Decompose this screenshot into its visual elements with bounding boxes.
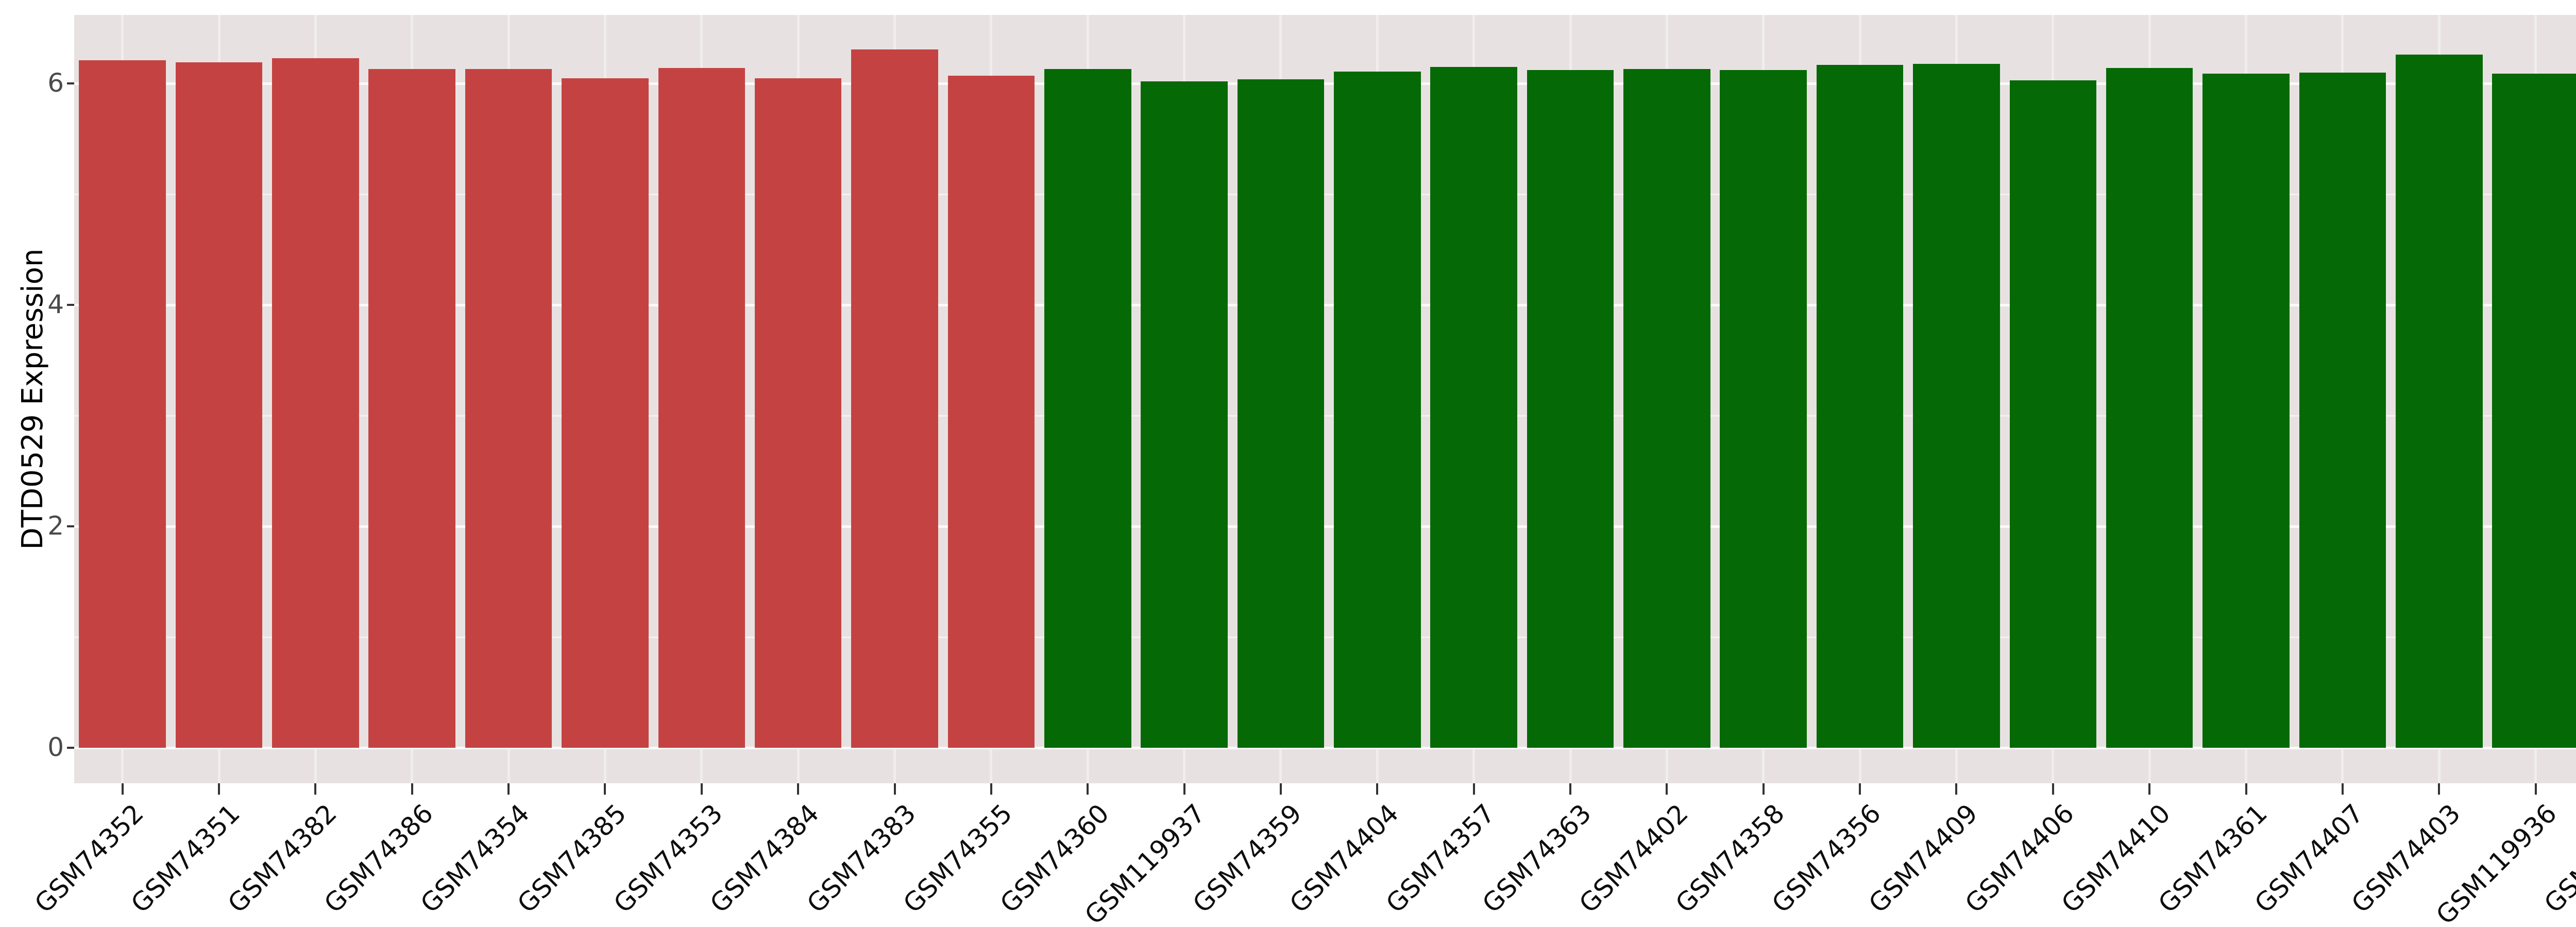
x-tick-mark [1955,783,1958,795]
plot-panel [74,15,2576,783]
bar [658,68,745,748]
bar [1720,70,1807,748]
x-tick-mark [604,783,606,795]
x-tick-mark [2534,783,2537,795]
x-tick-mark [2148,783,2151,795]
y-tick-label: 6 [47,68,64,98]
x-tick-mark [1762,783,1765,795]
h-gridline-major [74,525,2576,528]
x-tick-mark [314,783,317,795]
x-tick-mark [1472,783,1475,795]
bar [79,60,166,748]
bar [1237,79,1325,748]
x-tick-mark [1666,783,1668,795]
bar [2202,73,2290,748]
bar [2395,55,2483,748]
bar [1334,71,1421,748]
bar [175,62,263,748]
y-tick-mark [67,304,74,306]
x-tick-mark [1279,783,1282,795]
bar [562,78,649,748]
bar [368,69,456,748]
y-tick-mark [67,82,74,85]
x-tick-mark [1087,783,1089,795]
bar [272,58,359,748]
x-tick-mark [1376,783,1379,795]
bar [1623,69,1710,748]
x-tick-mark [1183,783,1185,795]
x-tick-mark [121,783,124,795]
bar [947,76,1035,748]
x-tick-mark [2438,783,2441,795]
bar [1141,81,1228,748]
bar [754,78,842,748]
bar [2492,73,2576,748]
bar [2106,68,2193,748]
h-gridline-major [74,303,2576,306]
x-tick-mark [2052,783,2054,795]
x-tick-mark [2341,783,2344,795]
bar [851,49,938,748]
x-tick-mark [1859,783,1861,795]
y-tick-label: 4 [47,289,64,320]
bar [2009,80,2097,748]
bar [2299,72,2386,748]
bar [465,69,552,748]
y-tick-mark [67,747,74,749]
h-gridline-minor [74,415,2576,417]
bar [1527,70,1614,748]
x-tick-mark [218,783,221,795]
x-tick-mark [797,783,800,795]
bar [1913,63,2000,748]
h-gridline-major [74,82,2576,85]
x-tick-mark [411,783,413,795]
h-gridline-minor [74,636,2576,638]
x-tick-mark [1569,783,1572,795]
bar [1430,67,1517,748]
bar [1816,64,1904,748]
x-tick-mark [990,783,992,795]
x-tick-mark [2245,783,2247,795]
x-tick-mark [507,783,510,795]
x-tick-mark [893,783,896,795]
y-tick-label: 2 [47,511,64,541]
y-tick-label: 0 [47,732,64,763]
h-gridline-major [74,746,2576,749]
h-gridline-minor [74,193,2576,195]
x-tick-mark [700,783,703,795]
y-tick-mark [67,525,74,528]
bar [1044,69,1131,748]
